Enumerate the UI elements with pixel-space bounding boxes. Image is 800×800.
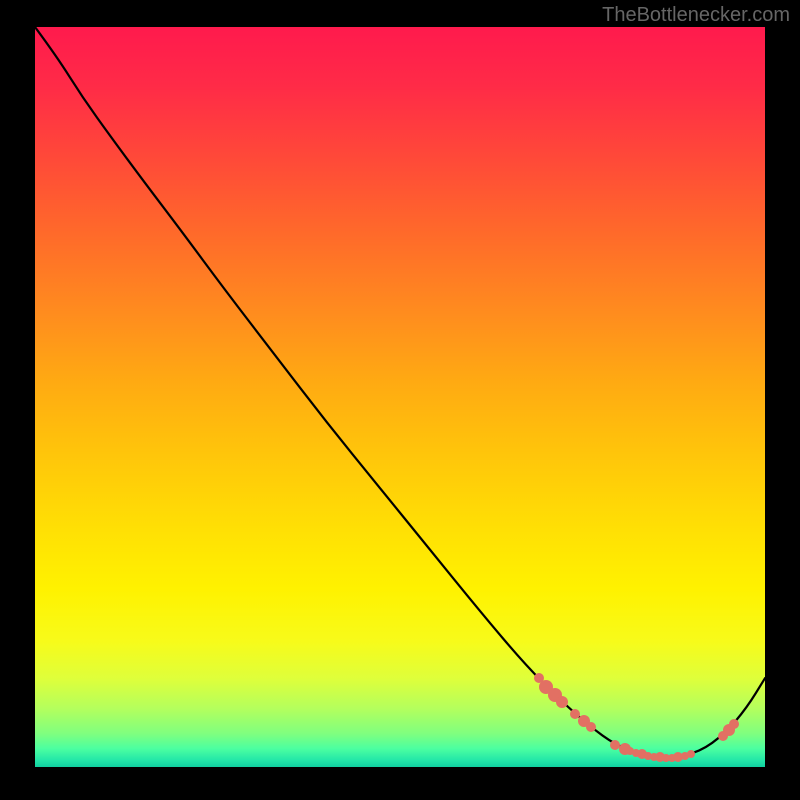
- data-marker: [586, 722, 596, 732]
- chart-canvas: TheBottlenecker.com: [0, 0, 800, 800]
- data-marker: [556, 696, 568, 708]
- plot-area: [35, 27, 765, 767]
- data-marker: [687, 750, 695, 758]
- gradient-background: [35, 27, 765, 767]
- data-marker: [729, 719, 739, 729]
- chart-svg: [35, 27, 765, 767]
- watermark-text: TheBottlenecker.com: [602, 4, 790, 27]
